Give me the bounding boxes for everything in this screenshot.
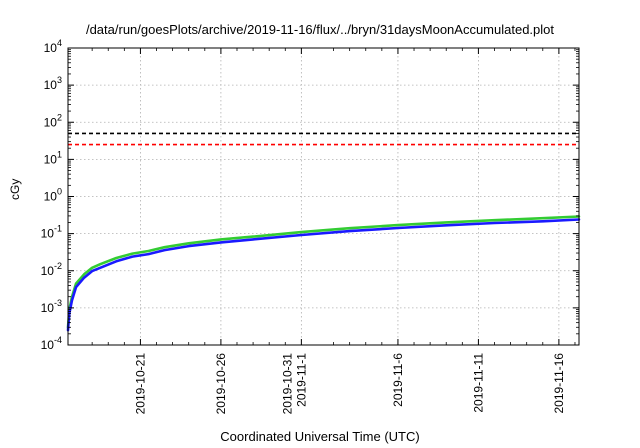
y-tick-label: 100 [44, 187, 62, 204]
x-tick-label: 2019-11-6 [391, 353, 405, 407]
y-tick-label: 10-3 [41, 298, 62, 315]
x-axis-label: Coordinated Universal Time (UTC) [220, 429, 420, 444]
reference-lines [68, 132, 579, 146]
x-tick-label: 2019-10-26 [214, 353, 228, 415]
series-line-1 [66, 215, 581, 329]
x-tick-label: 2019-11-11 [471, 353, 485, 413]
tick-labels: 10-4 10-3 10-2 10-1 100 101 102 103 104 2019-10-2… [41, 38, 566, 414]
y-tick-label: 103 [44, 75, 62, 92]
grid [68, 48, 579, 345]
axis-ticks [68, 47, 579, 346]
x-tick-label: 2019-10-21 [133, 353, 147, 415]
x-tick-label: 2019-11-16 [552, 353, 566, 414]
x-tick-label: 2019-11-1 [294, 353, 308, 407]
chart-title: /data/run/goesPlots/archive/2019-11-16/f… [85, 22, 555, 37]
y-tick-label: 104 [44, 38, 62, 55]
y-tick-label: 10-2 [41, 261, 62, 278]
series-line-2 [66, 218, 581, 332]
x-tick-label: 2019-10-31 [280, 353, 294, 415]
y-tick-label: 10-1 [41, 224, 62, 241]
y-tick-label: 10-4 [41, 335, 62, 352]
data-series [66, 215, 581, 332]
y-tick-label: 101 [44, 149, 62, 166]
y-tick-label: 102 [44, 112, 62, 129]
